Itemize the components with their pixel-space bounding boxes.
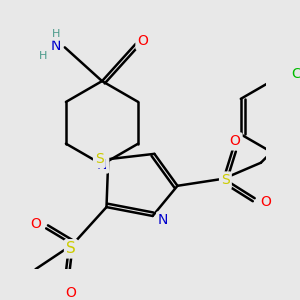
Text: N: N (97, 158, 107, 172)
Text: Cl: Cl (291, 67, 300, 81)
Text: O: O (66, 286, 76, 300)
Text: H: H (38, 51, 47, 61)
Text: S: S (95, 152, 104, 166)
Text: O: O (30, 217, 41, 231)
Text: O: O (137, 34, 148, 48)
Text: O: O (260, 195, 271, 209)
Text: O: O (230, 134, 241, 148)
Text: S: S (221, 173, 230, 188)
Text: H: H (52, 29, 60, 39)
Text: S: S (66, 241, 76, 256)
Text: N: N (158, 213, 169, 227)
Text: N: N (51, 40, 61, 53)
